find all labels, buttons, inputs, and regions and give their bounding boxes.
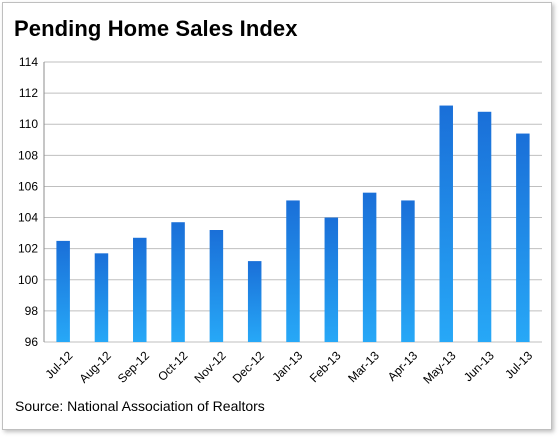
y-tick-labels: 96 98 100 102 104 106 108 110 112 114 [18, 55, 38, 349]
bar-jan-13 [286, 200, 300, 342]
y-tick-label: 104 [18, 211, 38, 225]
y-tick-label: 102 [18, 242, 38, 256]
bars [56, 106, 529, 342]
bar-jul-13 [516, 134, 530, 342]
x-tick-label: Apr-13 [385, 348, 421, 384]
bar-mar-13 [363, 193, 377, 342]
x-tick-label: Feb-13 [307, 348, 344, 385]
bar-jul-12 [56, 241, 70, 342]
y-tick-label: 108 [18, 148, 38, 162]
x-tick-labels: Jul-12 Aug-12 Sep-12 Oct-12 Nov-12 Dec-12 Jan-… [42, 348, 535, 386]
bar-oct-12 [171, 222, 185, 342]
bar-jun-13 [478, 112, 492, 342]
bar-nov-12 [210, 230, 224, 342]
y-tick-label: 98 [25, 304, 39, 318]
x-tick-label: Jul-12 [42, 348, 75, 381]
chart-source: Source: National Association of Realtors [15, 398, 265, 414]
x-tick-label: Oct-12 [155, 348, 191, 384]
y-tick-label: 96 [25, 335, 39, 349]
bar-aug-12 [95, 253, 109, 342]
x-tick-label: Jun-13 [461, 348, 497, 384]
x-tick-label: Sep-12 [115, 348, 152, 385]
x-tick-label: Nov-12 [191, 348, 228, 385]
y-tick-label: 100 [18, 273, 38, 287]
bar-apr-13 [401, 200, 415, 342]
bar-feb-13 [325, 218, 339, 342]
y-tick-label: 106 [18, 179, 38, 193]
y-tick-label: 114 [19, 55, 38, 69]
y-tick-label: 110 [19, 117, 38, 131]
bar-may-13 [439, 106, 453, 342]
y-tick-label: 112 [19, 86, 38, 100]
x-tick-label: Aug-12 [77, 348, 114, 385]
x-tick-label: Dec-12 [230, 348, 267, 385]
x-tick-label: Jul-13 [502, 348, 535, 381]
x-tick-label: Jan-13 [269, 348, 305, 384]
x-tick-label: May-13 [420, 348, 458, 386]
bar-dec-12 [248, 261, 262, 342]
x-tick-label: Mar-13 [345, 348, 382, 385]
bar-sep-12 [133, 238, 147, 342]
